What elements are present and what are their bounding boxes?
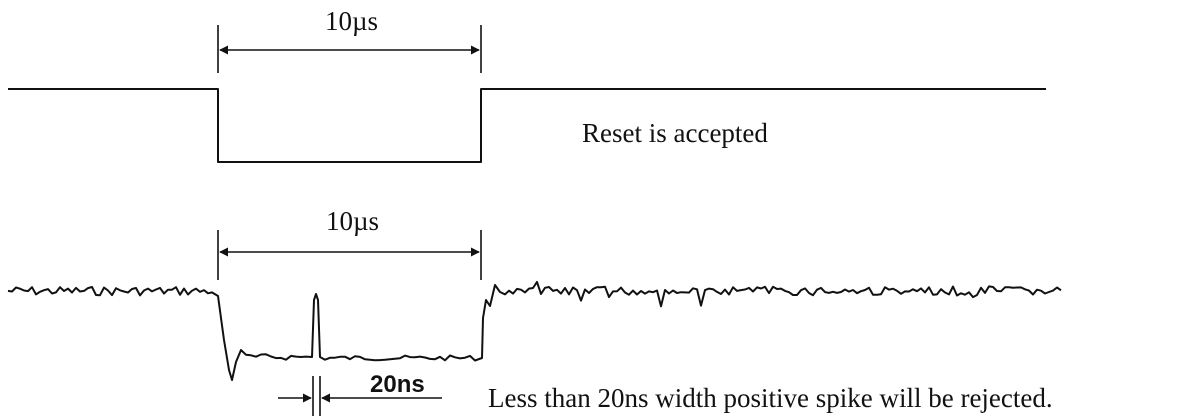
bottom-caption: Less than 20ns width positive spike will… xyxy=(488,383,1053,413)
top-duration-label: 10µs xyxy=(325,6,378,36)
spike-width-label: 20ns xyxy=(370,371,425,398)
noisy-reset-waveform xyxy=(7,280,1062,381)
top-timing-diagram: 10µs Reset is accepted xyxy=(8,6,1046,163)
bottom-timing-diagram: 10µs 20ns Less than 20ns width positive … xyxy=(7,206,1062,416)
clean-reset-waveform xyxy=(8,88,1046,163)
bottom-duration-label: 10µs xyxy=(326,206,379,236)
top-caption: Reset is accepted xyxy=(582,118,768,148)
